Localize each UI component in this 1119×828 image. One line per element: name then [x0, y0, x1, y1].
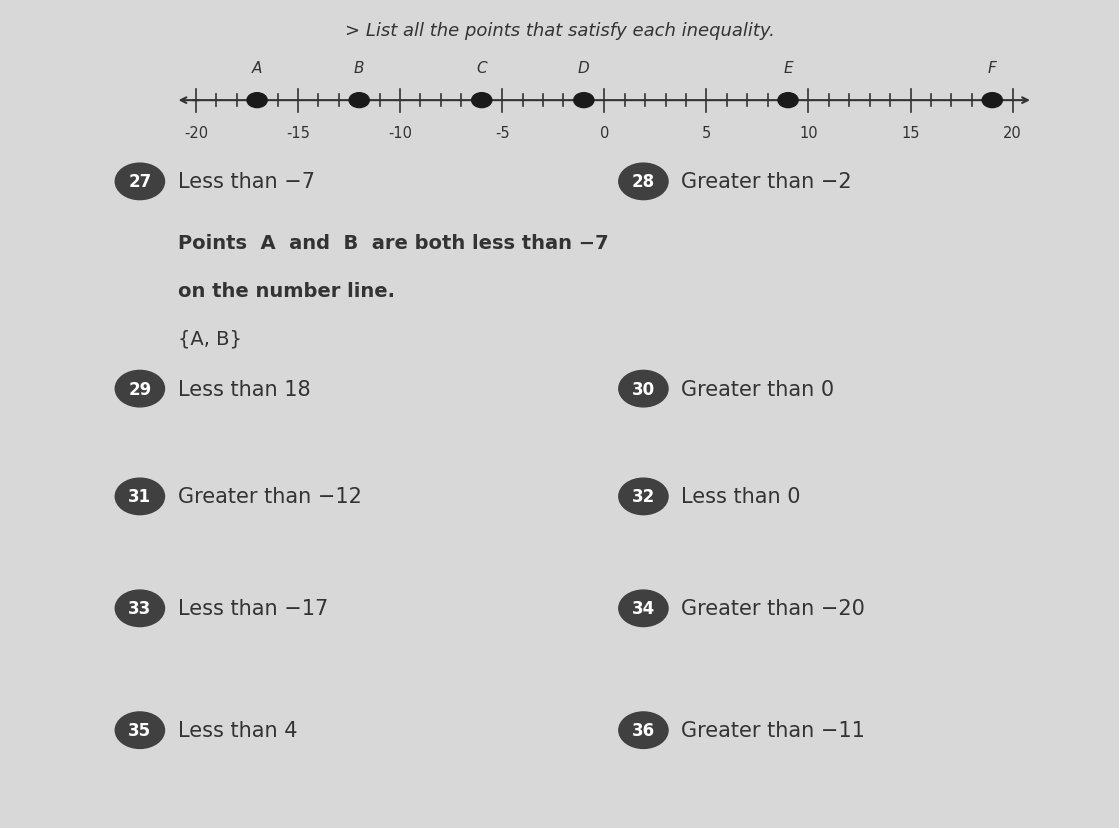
Text: 36: 36: [632, 721, 655, 739]
Circle shape: [115, 371, 164, 407]
Text: -5: -5: [495, 126, 509, 141]
Circle shape: [778, 94, 798, 108]
Text: F: F: [988, 61, 997, 76]
Text: B: B: [354, 61, 365, 76]
Text: D: D: [577, 61, 590, 76]
Text: 29: 29: [129, 380, 151, 398]
Text: Greater than −12: Greater than −12: [178, 487, 361, 507]
Text: -10: -10: [388, 126, 412, 141]
Circle shape: [349, 94, 369, 108]
Text: 15: 15: [901, 126, 920, 141]
Circle shape: [115, 164, 164, 200]
Circle shape: [619, 479, 668, 515]
Text: Points  A  and  B  are both less than −7: Points A and B are both less than −7: [178, 233, 609, 253]
Text: 10: 10: [799, 126, 818, 141]
Circle shape: [247, 94, 267, 108]
Text: A: A: [252, 61, 262, 76]
Circle shape: [982, 94, 1003, 108]
Text: E: E: [783, 61, 793, 76]
Circle shape: [574, 94, 594, 108]
Circle shape: [619, 371, 668, 407]
Text: 31: 31: [129, 488, 151, 506]
Circle shape: [619, 712, 668, 749]
Text: on the number line.: on the number line.: [178, 282, 395, 301]
Text: 27: 27: [129, 173, 151, 191]
Text: Greater than −20: Greater than −20: [681, 599, 865, 619]
Text: 0: 0: [600, 126, 609, 141]
Text: Greater than −11: Greater than −11: [681, 720, 865, 740]
Text: 5: 5: [702, 126, 711, 141]
Text: Less than 4: Less than 4: [178, 720, 298, 740]
Text: 30: 30: [632, 380, 655, 398]
Text: -20: -20: [184, 126, 208, 141]
Text: Less than 18: Less than 18: [178, 379, 311, 399]
Text: Less than −7: Less than −7: [178, 172, 314, 192]
Text: -15: -15: [286, 126, 310, 141]
Text: Greater than −2: Greater than −2: [681, 172, 852, 192]
Text: > List all the points that satisfy each inequality.: > List all the points that satisfy each …: [345, 22, 774, 40]
Text: C: C: [477, 61, 487, 76]
Text: 32: 32: [632, 488, 655, 506]
Text: Greater than 0: Greater than 0: [681, 379, 835, 399]
Text: Less than −17: Less than −17: [178, 599, 328, 619]
Circle shape: [471, 94, 492, 108]
Circle shape: [619, 164, 668, 200]
Circle shape: [619, 590, 668, 627]
Text: 35: 35: [129, 721, 151, 739]
Text: Less than 0: Less than 0: [681, 487, 801, 507]
Text: 20: 20: [1004, 126, 1022, 141]
Circle shape: [115, 479, 164, 515]
Circle shape: [115, 712, 164, 749]
Circle shape: [115, 590, 164, 627]
Text: 28: 28: [632, 173, 655, 191]
Text: {A, B}: {A, B}: [178, 330, 242, 349]
Text: 34: 34: [632, 599, 655, 618]
Text: 33: 33: [129, 599, 151, 618]
